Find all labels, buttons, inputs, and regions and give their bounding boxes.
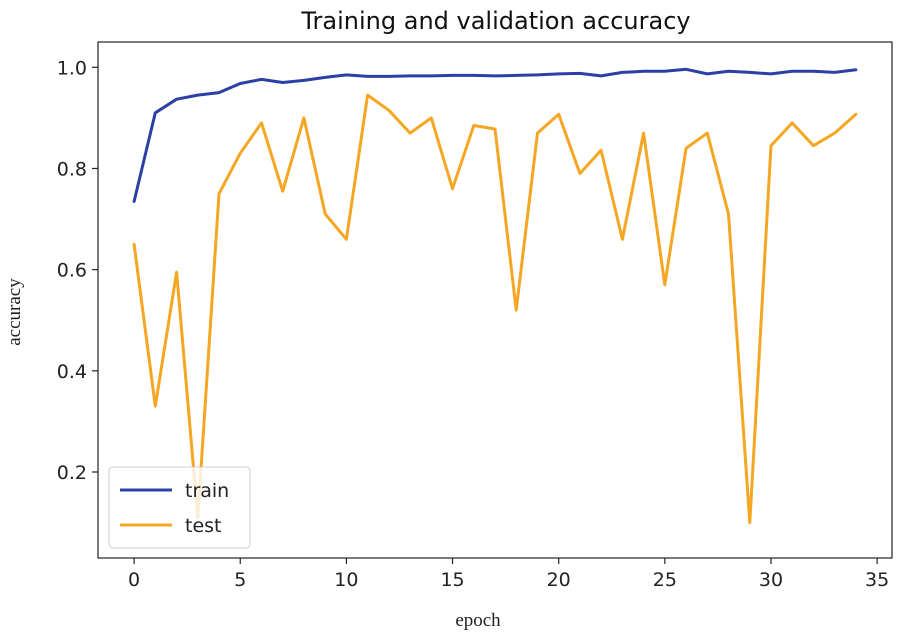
x-tick-label: 5 bbox=[234, 569, 246, 591]
legend: train test bbox=[108, 466, 251, 549]
plot-frame bbox=[97, 41, 893, 559]
series-line-train bbox=[132, 67, 858, 203]
x-tick-label: 30 bbox=[759, 569, 783, 591]
x-tick-label: 0 bbox=[128, 569, 140, 591]
series-line-test bbox=[132, 93, 858, 525]
y-tick-label: 0.8 bbox=[57, 158, 87, 180]
x-axis: 0 5 10 15 20 25 30 35 bbox=[128, 558, 889, 591]
legend-label-train: train bbox=[185, 480, 229, 502]
y-tick-label: 0.2 bbox=[57, 462, 87, 484]
x-tick-label: 15 bbox=[440, 569, 464, 591]
y-axis-label: accuracy bbox=[4, 278, 25, 346]
x-axis-label: epoch bbox=[455, 610, 501, 631]
x-tick-label: 25 bbox=[653, 569, 677, 591]
x-tick-label: 35 bbox=[865, 569, 889, 591]
legend-label-test: test bbox=[185, 515, 222, 537]
chart-title: Training and validation accuracy bbox=[300, 7, 690, 35]
legend-box bbox=[108, 466, 251, 549]
y-axis: 0.2 0.4 0.6 0.8 1.0 bbox=[57, 57, 98, 484]
y-tick-label: 1.0 bbox=[57, 57, 87, 79]
y-tick-label: 0.6 bbox=[57, 260, 87, 282]
series-lines bbox=[132, 67, 858, 525]
x-tick-label: 10 bbox=[334, 569, 358, 591]
x-tick-label: 20 bbox=[547, 569, 571, 591]
y-tick-label: 0.4 bbox=[57, 361, 87, 383]
